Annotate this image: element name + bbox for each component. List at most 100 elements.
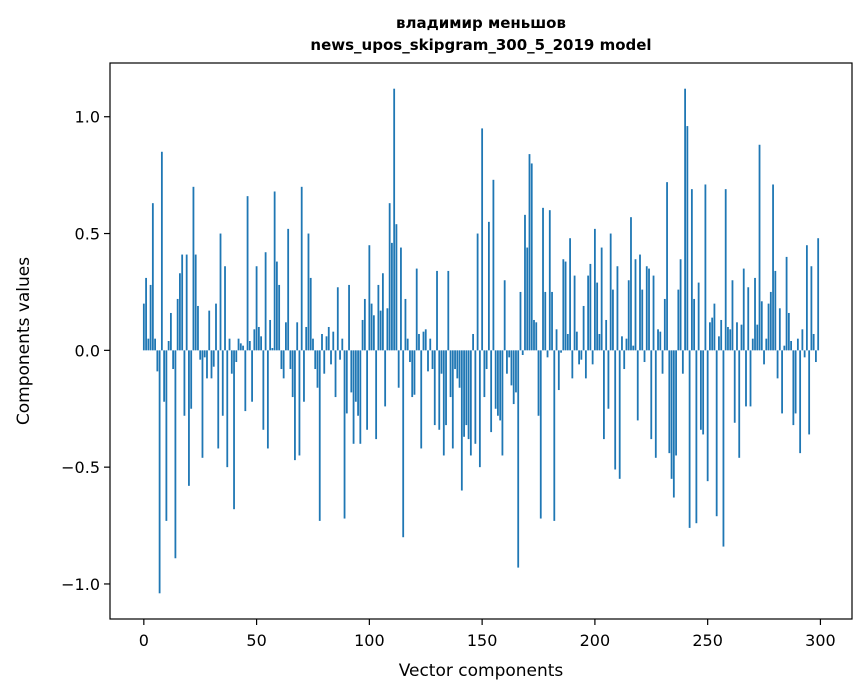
bar-279 — [772, 184, 774, 351]
bar-59 — [275, 261, 278, 351]
bar-24 — [197, 305, 199, 351]
bar-257 — [722, 350, 725, 547]
bar-84 — [332, 331, 335, 351]
bar-161 — [506, 350, 508, 374]
y-tick-label: −1.0 — [61, 575, 100, 594]
bars-group — [142, 88, 820, 594]
bar-239 — [681, 350, 684, 374]
bar-284 — [783, 345, 786, 351]
bar-231 — [663, 298, 666, 351]
bar-274 — [760, 301, 763, 351]
bar-34 — [219, 233, 222, 351]
bar-186 — [562, 259, 565, 351]
bar-293 — [803, 350, 806, 358]
bar-72 — [305, 326, 308, 351]
bar-199 — [591, 350, 594, 365]
bar-62 — [282, 350, 285, 379]
bar-174 — [535, 322, 538, 351]
bar-294 — [805, 245, 808, 351]
bar-2 — [147, 338, 150, 351]
bar-234 — [670, 350, 673, 479]
bar-57 — [271, 348, 274, 351]
bar-213 — [623, 350, 626, 370]
bar-223 — [645, 266, 648, 351]
bar-9 — [163, 350, 166, 402]
bar-154 — [490, 350, 493, 433]
bar-106 — [381, 273, 384, 351]
bar-238 — [679, 259, 682, 351]
bar-16 — [179, 273, 181, 351]
bar-103 — [375, 350, 378, 440]
bar-256 — [720, 319, 723, 351]
bar-124 — [422, 331, 425, 351]
bar-99 — [366, 350, 368, 430]
x-tick-label: 200 — [580, 631, 611, 650]
y-tick-label: 1.0 — [75, 108, 100, 127]
bar-78 — [318, 350, 321, 521]
x-axis-label: Vector components — [399, 661, 564, 681]
bar-232 — [666, 182, 668, 351]
bar-214 — [625, 338, 628, 351]
y-axis: −1.0 −0.5 0.0 0.5 1.0 — [61, 108, 110, 594]
bar-292 — [801, 329, 804, 351]
x-tick-label: 50 — [246, 631, 266, 650]
bar-180 — [548, 210, 551, 351]
bar-35 — [221, 350, 224, 416]
bar-167 — [519, 291, 522, 351]
bar-237 — [677, 289, 680, 351]
bar-218 — [634, 259, 637, 351]
bar-185 — [560, 350, 562, 353]
bar-208 — [612, 289, 614, 351]
bar-119 — [411, 350, 414, 398]
bar-236 — [675, 350, 677, 456]
bar-142 — [463, 350, 465, 437]
bar-77 — [316, 350, 319, 388]
bar-33 — [217, 350, 220, 449]
bar-101 — [370, 303, 373, 351]
bar-126 — [427, 350, 429, 372]
bar-132 — [440, 350, 443, 374]
bar-74 — [309, 277, 312, 351]
bar-265 — [740, 324, 743, 351]
bar-7 — [158, 350, 161, 594]
bar-253 — [713, 303, 716, 351]
bar-196 — [584, 350, 587, 379]
bar-89 — [343, 350, 346, 519]
bar-139 — [456, 350, 459, 379]
bar-153 — [487, 221, 490, 351]
bar-263 — [736, 322, 738, 351]
bar-288 — [792, 350, 795, 426]
bar-179 — [546, 350, 549, 358]
bar-286 — [787, 312, 790, 351]
bar-3 — [149, 284, 152, 351]
bar-281 — [776, 350, 779, 379]
bar-278 — [769, 291, 772, 351]
bar-125 — [424, 329, 427, 351]
bar-4 — [151, 203, 154, 351]
bar-266 — [742, 268, 745, 351]
bar-76 — [314, 350, 317, 370]
bar-130 — [436, 270, 438, 351]
bar-112 — [395, 224, 398, 351]
bar-11 — [167, 341, 170, 351]
x-tick-label: 250 — [692, 631, 723, 650]
bar-29 — [208, 310, 211, 351]
bar-20 — [188, 350, 190, 486]
bar-55 — [266, 350, 269, 449]
bar-18 — [183, 350, 186, 416]
bar-49 — [253, 329, 256, 351]
bar-215 — [627, 280, 630, 351]
bar-277 — [767, 303, 770, 351]
bar-254 — [715, 350, 718, 517]
bar-242 — [688, 350, 691, 528]
bar-67 — [294, 350, 296, 461]
bar-176 — [539, 350, 542, 519]
bar-48 — [251, 350, 253, 402]
bar-26 — [201, 350, 204, 458]
bar-108 — [386, 308, 389, 351]
bar-94 — [354, 350, 357, 402]
bar-276 — [765, 338, 768, 351]
bar-141 — [460, 350, 463, 491]
bar-192 — [575, 331, 578, 351]
bar-45 — [244, 350, 247, 412]
